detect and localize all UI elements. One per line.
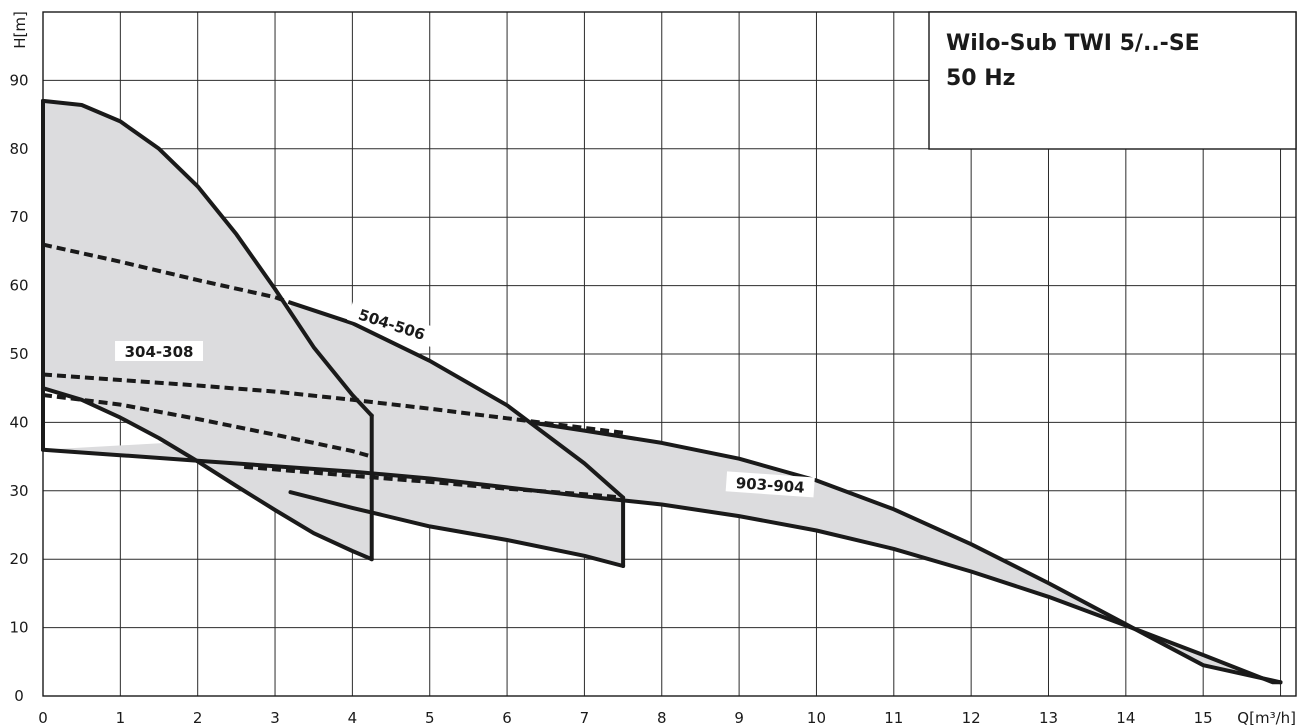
curve-lower-504-506 [288, 490, 626, 568]
curve-lower-304-308 [41, 386, 374, 562]
dashed-curve-304-308 [42, 242, 292, 305]
y-tick-label: 40 [9, 413, 28, 431]
x-tick-label: 6 [502, 709, 512, 727]
x-tick-label: 4 [348, 709, 358, 727]
y-tick-label: 60 [9, 277, 28, 295]
series-label: 304-308 [125, 343, 194, 361]
curve-upper-504-506 [288, 300, 626, 500]
y-tick-label: 80 [9, 140, 28, 158]
x-tick-label: 5 [425, 709, 435, 727]
y-tick-label: 0 [14, 687, 24, 705]
x-tick-label: 14 [1116, 709, 1135, 727]
chart-title: Wilo-Sub TWI 5/..-SE [946, 31, 1200, 56]
y-tick-label: 30 [9, 482, 28, 500]
series-label-bg [347, 300, 437, 347]
chart-subtitle: 50 Hz [946, 66, 1016, 91]
x-tick-label: 15 [1194, 709, 1213, 727]
title-box [928, 11, 1297, 150]
dashed-curve-304-308 [42, 393, 373, 459]
curve-lower-903-904 [41, 447, 1283, 685]
x-tick-label: 11 [884, 709, 903, 727]
y-tick-label: 50 [9, 345, 28, 363]
curve-upper-903-904 [528, 420, 1283, 685]
band-903-904 [43, 422, 1281, 683]
x-axis-label: Q[m³/h] [1237, 709, 1296, 727]
y-tick-label: 70 [9, 208, 28, 226]
series-label-group: 903-904 [725, 471, 815, 498]
x-tick-label: 9 [734, 709, 744, 727]
x-tick-label: 8 [657, 709, 667, 727]
plot-frame [42, 11, 1297, 697]
x-tick-label: 1 [116, 709, 126, 727]
tick-labels: 0 1 2 3 4 5 6 7 8 9 10 11 12 13 14 15010203040506070809… [9, 71, 1212, 727]
x-tick-label: 7 [580, 709, 590, 727]
x-tick-label: 3 [270, 709, 280, 727]
series-label-group: 304-308 [115, 341, 204, 361]
series-label-bg [725, 471, 815, 498]
y-tick-label: 20 [9, 550, 28, 568]
x-tick-label: 13 [1039, 709, 1058, 727]
x-tick-label: 10 [807, 709, 826, 727]
y-tick-label: 90 [9, 71, 28, 89]
x-tick-label: 12 [962, 709, 981, 727]
y-tick-label: 10 [9, 619, 28, 637]
series-label: 903-904 [735, 474, 805, 497]
x-tick-label: 2 [193, 709, 203, 727]
y-axis-label: H[m] [11, 11, 29, 49]
curve-upper-304-308 [41, 98, 374, 418]
dashed-curve-504-506 [243, 464, 624, 500]
series-label-bg [115, 341, 204, 361]
x-tick-label: 0 [38, 709, 48, 727]
